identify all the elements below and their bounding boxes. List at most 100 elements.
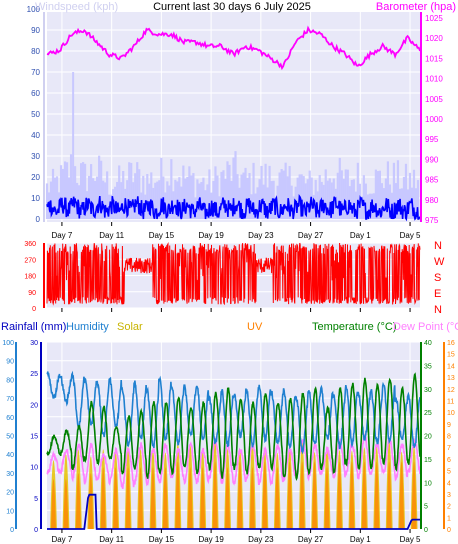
uv-tick-label: 15: [447, 352, 455, 359]
uv-day-hump: [249, 467, 255, 529]
uv-day-hump: [287, 461, 293, 529]
uv-tick-label: 5: [447, 469, 451, 476]
wind-tick-label: 100: [27, 5, 41, 14]
axes: 0102030405060708090100975980985990995100…: [2, 5, 455, 544]
temperature-tick-label: 30: [424, 387, 432, 394]
uv-day-hump: [75, 473, 81, 529]
uv-day-hump: [274, 467, 280, 529]
uv-day-hump: [411, 461, 417, 529]
direction-tick-label: 0: [32, 306, 36, 313]
uv-day-hump: [88, 473, 94, 529]
barometer-line: [46, 25, 421, 71]
lower-x-tick-label: Day 27: [298, 535, 324, 544]
uv-tick-label: 0: [447, 527, 451, 534]
temperature-tick-label: 40: [424, 340, 432, 347]
uv-day-hump: [237, 461, 243, 529]
wind-tick-label: 10: [31, 194, 40, 203]
legend-rainfall: Rainfall (mm): [1, 321, 66, 333]
compass-label: S: [434, 272, 441, 284]
uv-tick-label: 10: [447, 410, 455, 417]
lower-x-tick-label: Day 5: [400, 535, 421, 544]
uv-tick-label: 1: [447, 515, 451, 522]
uv-day-hump: [175, 461, 181, 529]
uv-tick-label: 12: [447, 387, 455, 394]
uv-day-hump: [225, 467, 231, 529]
barometer-label: Barometer (hpa): [376, 1, 456, 13]
uv-day-hump: [374, 461, 380, 529]
rainfall-tick-label: 5: [34, 496, 38, 503]
lower-x-tick-label: Day 11: [99, 535, 124, 544]
wind-x-tick-label: Day 23: [248, 231, 274, 240]
barometer-tick-label: 980: [425, 196, 439, 205]
uv-day-hump: [361, 461, 367, 529]
humidity-tick-label: 0: [10, 527, 14, 534]
temperature-tick-label: 0: [424, 527, 428, 534]
direction-tick-label: 360: [24, 241, 36, 248]
rainfall-line: [47, 493, 420, 530]
barometer-tick-label: 1010: [425, 75, 443, 84]
data-marks: [45, 25, 421, 530]
direction-tick-label: 90: [28, 290, 36, 297]
uv-day-hump: [138, 467, 143, 529]
humidity-tick-label: 60: [6, 415, 14, 422]
uv-day-hump: [187, 467, 193, 529]
uv-tick-label: 2: [447, 504, 451, 511]
wind-x-tick-label: Day 19: [198, 231, 224, 240]
lower-x-tick-label: Day 1: [350, 535, 371, 544]
humidity-tick-label: 20: [6, 490, 14, 497]
temperature-tick-label: 35: [424, 363, 432, 370]
wind-tick-label: 80: [31, 47, 40, 56]
uv-tick-label: 4: [447, 480, 451, 487]
uv-day-hump: [349, 461, 355, 529]
wind-tick-label: 60: [31, 89, 40, 98]
temperature-tick-label: 5: [424, 504, 428, 511]
uv-day-hump: [312, 461, 318, 529]
uv-tick-label: 8: [447, 434, 451, 441]
uv-tick-label: 6: [447, 457, 451, 464]
uv-day-hump: [299, 461, 305, 529]
wind-tick-label: 30: [31, 152, 40, 161]
uv-day-hump: [200, 467, 206, 529]
humidity-tick-label: 80: [6, 377, 14, 384]
barometer-tick-label: 1000: [425, 115, 443, 124]
wind-direction-line: [46, 241, 421, 306]
rainfall-tick-label: 15: [30, 434, 38, 441]
rainfall-tick-label: 20: [30, 402, 38, 409]
humidity-tick-label: 30: [6, 471, 14, 478]
humidity-tick-label: 70: [6, 396, 14, 403]
wind-x-tick-label: Day 5: [400, 231, 421, 240]
wind-tick-label: 70: [31, 68, 40, 77]
wind-x-tick-label: Day 11: [99, 231, 124, 240]
humidity-line: [46, 370, 421, 455]
chart-title: Current last 30 days 6 July 2025: [153, 1, 311, 13]
wind-tick-label: 50: [31, 110, 40, 119]
uv-tick-label: 9: [447, 422, 451, 429]
temperature-tick-label: 25: [424, 410, 432, 417]
humidity-tick-label: 100: [2, 340, 14, 347]
wind-x-tick-label: Day 1: [350, 231, 371, 240]
uv-day-hump: [386, 461, 392, 529]
dewpoint-line: [46, 432, 421, 490]
uv-day-hump: [150, 467, 156, 529]
temperature-line: [46, 372, 421, 482]
legend-dewpoint: Dew Point (°C): [393, 321, 458, 333]
uv-tick-label: 14: [447, 363, 455, 370]
humidity-tick-label: 40: [6, 452, 14, 459]
uv-tick-label: 13: [447, 375, 455, 382]
rainfall-tick-label: 0: [34, 527, 38, 534]
uv-day-hump: [100, 467, 106, 529]
wind-tick-label: 20: [31, 173, 40, 182]
wind-tick-label: 0: [36, 215, 41, 224]
uv-day-hump: [262, 461, 268, 529]
direction-tick-label: 180: [24, 274, 36, 281]
lower-x-tick-label: Day 23: [248, 535, 274, 544]
uv-tick-label: 7: [447, 445, 451, 452]
barometer-tick-label: 990: [425, 155, 439, 164]
barometer-tick-label: 1005: [425, 95, 443, 104]
lower-x-tick-label: Day 19: [198, 535, 224, 544]
uv-day-hump: [324, 467, 330, 529]
uv-day-hump: [50, 479, 56, 529]
compass-label: W: [434, 256, 445, 268]
